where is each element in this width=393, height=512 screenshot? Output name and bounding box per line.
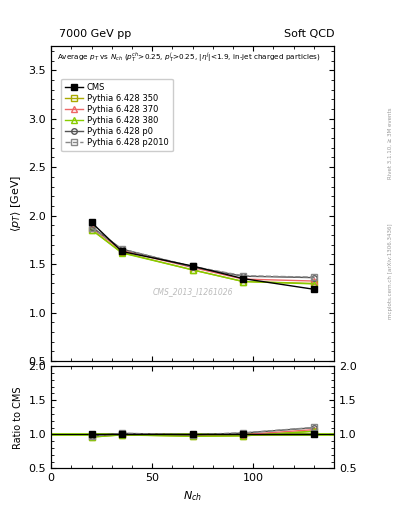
Line: Pythia 6.428 370: Pythia 6.428 370 bbox=[89, 225, 317, 284]
Pythia 6.428 350 bbox=[190, 267, 195, 273]
Pythia 6.428 p2010 bbox=[312, 274, 316, 280]
Pythia 6.428 p0 bbox=[190, 264, 195, 270]
Pythia 6.428 p0 bbox=[241, 273, 246, 279]
Y-axis label: Ratio to CMS: Ratio to CMS bbox=[13, 386, 23, 449]
Pythia 6.428 380 bbox=[312, 281, 316, 287]
CMS bbox=[312, 286, 316, 292]
Line: Pythia 6.428 p2010: Pythia 6.428 p2010 bbox=[89, 225, 317, 280]
Pythia 6.428 350 bbox=[89, 227, 94, 233]
Pythia 6.428 370 bbox=[241, 276, 246, 282]
X-axis label: $N_{ch}$: $N_{ch}$ bbox=[183, 489, 202, 503]
Pythia 6.428 370 bbox=[312, 278, 316, 284]
CMS bbox=[190, 263, 195, 269]
Pythia 6.428 380 bbox=[190, 267, 195, 273]
Y-axis label: $\langle p_T\rangle$ [GeV]: $\langle p_T\rangle$ [GeV] bbox=[9, 175, 23, 232]
Pythia 6.428 p2010 bbox=[89, 225, 94, 231]
CMS bbox=[241, 275, 246, 282]
Legend: CMS, Pythia 6.428 350, Pythia 6.428 370, Pythia 6.428 380, Pythia 6.428 p0, Pyth: CMS, Pythia 6.428 350, Pythia 6.428 370,… bbox=[61, 78, 173, 152]
Pythia 6.428 380 bbox=[89, 227, 94, 233]
Pythia 6.428 370 bbox=[89, 225, 94, 231]
Pythia 6.428 p0 bbox=[89, 224, 94, 230]
Text: mcplots.cern.ch [arXiv:1306.3436]: mcplots.cern.ch [arXiv:1306.3436] bbox=[388, 224, 393, 319]
Pythia 6.428 370 bbox=[190, 264, 195, 270]
Line: Pythia 6.428 p0: Pythia 6.428 p0 bbox=[89, 224, 317, 281]
Pythia 6.428 350 bbox=[241, 279, 246, 285]
Pythia 6.428 380 bbox=[241, 279, 246, 285]
Text: 7000 GeV pp: 7000 GeV pp bbox=[59, 29, 131, 39]
Line: CMS: CMS bbox=[89, 220, 317, 292]
Line: Pythia 6.428 380: Pythia 6.428 380 bbox=[89, 227, 317, 287]
Text: Soft QCD: Soft QCD bbox=[284, 29, 334, 39]
Pythia 6.428 350 bbox=[119, 249, 124, 255]
Text: Rivet 3.1.10, ≥ 3M events: Rivet 3.1.10, ≥ 3M events bbox=[388, 108, 393, 179]
Pythia 6.428 350 bbox=[312, 281, 316, 287]
Pythia 6.428 p0 bbox=[119, 246, 124, 252]
Pythia 6.428 p2010 bbox=[190, 263, 195, 269]
Text: Average $p_T$ vs $N_{ch}$ ($p_T^{ch}$>0.25, $p_T^j$>0.25, $|\eta^j|$<1.9, in-jet: Average $p_T$ vs $N_{ch}$ ($p_T^{ch}$>0.… bbox=[57, 51, 320, 65]
Text: CMS_2013_I1261026: CMS_2013_I1261026 bbox=[152, 287, 233, 296]
Pythia 6.428 370 bbox=[119, 247, 124, 253]
Pythia 6.428 380 bbox=[119, 250, 124, 256]
CMS bbox=[119, 248, 124, 254]
Line: Pythia 6.428 350: Pythia 6.428 350 bbox=[89, 227, 317, 286]
Pythia 6.428 p2010 bbox=[119, 246, 124, 252]
CMS bbox=[89, 219, 94, 225]
Pythia 6.428 p0 bbox=[312, 274, 316, 281]
Pythia 6.428 p2010 bbox=[241, 272, 246, 279]
